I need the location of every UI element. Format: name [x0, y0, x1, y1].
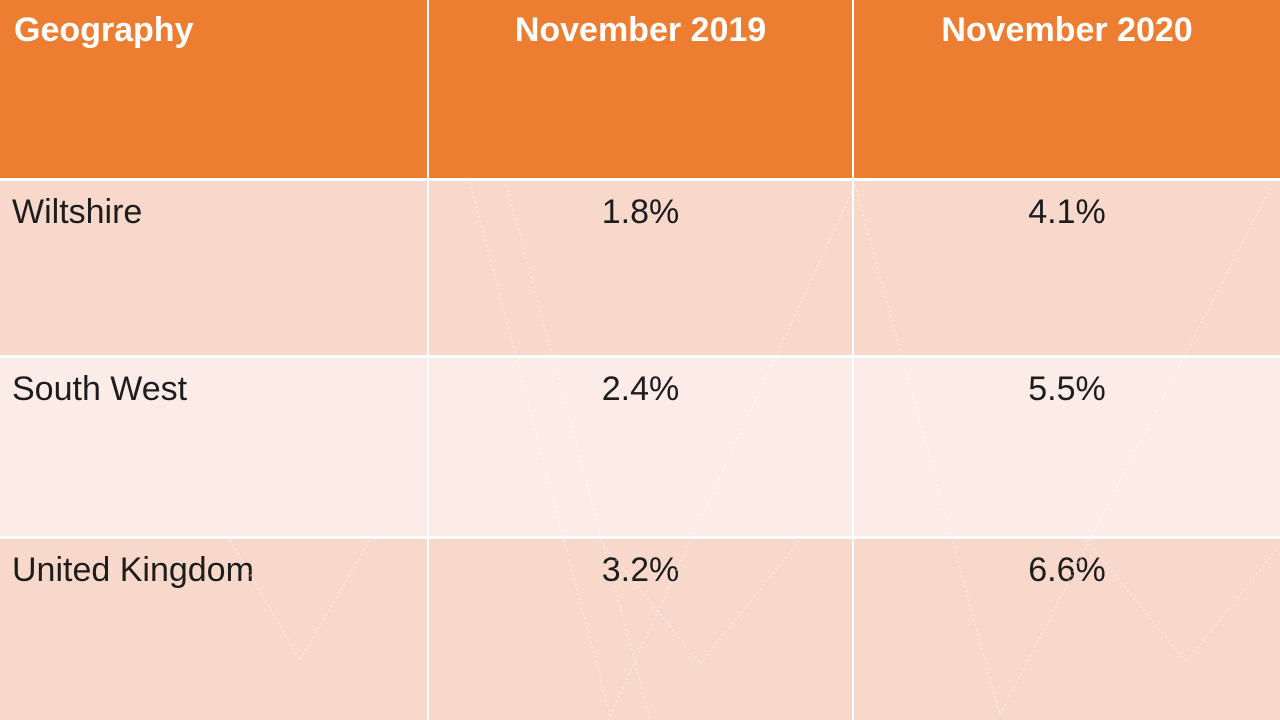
cell-united-kingdom-nov-2019: 3.2% [429, 539, 852, 720]
cell-wiltshire-nov-2019: 1.8% [429, 181, 852, 355]
cell-united-kingdom-nov-2020: 6.6% [854, 539, 1280, 720]
header-cell-november-2020: November 2020 [854, 0, 1280, 178]
header-cell-geography: Geography [0, 0, 427, 178]
row-label-united-kingdom: United Kingdom [0, 539, 427, 720]
row-label-south-west: South West [0, 358, 427, 536]
cell-south-west-nov-2019: 2.4% [429, 358, 852, 536]
header-cell-november-2019: November 2019 [429, 0, 852, 178]
row-label-wiltshire: Wiltshire [0, 181, 427, 355]
cell-south-west-nov-2020: 5.5% [854, 358, 1280, 536]
cell-wiltshire-nov-2020: 4.1% [854, 181, 1280, 355]
